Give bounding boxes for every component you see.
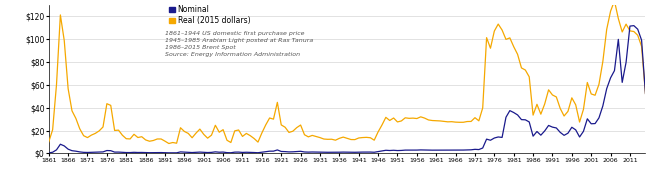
Legend: Nominal, Real (2015 dollars): Nominal, Real (2015 dollars)	[169, 6, 250, 25]
Text: 1861–1944 US domestic first purchase price
1945–1985 Arabian Light posted at Ras: 1861–1944 US domestic first purchase pri…	[165, 31, 313, 57]
